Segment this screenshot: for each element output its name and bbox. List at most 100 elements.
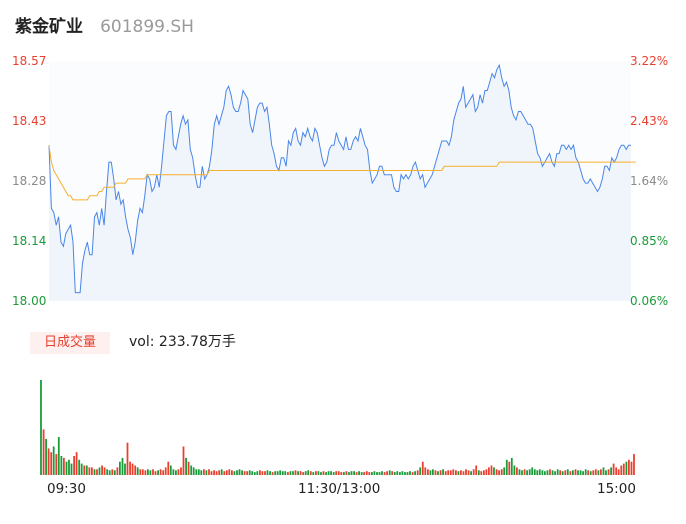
- volume-bar: [147, 469, 149, 475]
- volume-bar: [365, 471, 368, 475]
- volume-bar: [589, 471, 592, 475]
- volume-bar: [113, 470, 116, 476]
- volume-bar: [538, 469, 541, 475]
- volume-bar: [124, 463, 126, 475]
- volume-bar: [98, 467, 101, 475]
- volume-bar: [582, 471, 584, 475]
- volume-bar: [495, 469, 498, 475]
- volume-bar: [287, 472, 289, 475]
- volume-bar: [620, 465, 623, 475]
- volume-bar: [213, 470, 215, 476]
- volume-bar: [63, 457, 65, 475]
- volume-bar: [91, 467, 93, 475]
- volume-bar: [264, 471, 266, 475]
- volume-bar: [68, 459, 70, 475]
- volume-bar: [315, 471, 317, 475]
- volume-bar: [101, 465, 103, 475]
- volume-bar: [472, 469, 475, 475]
- volume-bar: [508, 461, 511, 475]
- volume-bar: [139, 469, 142, 475]
- volume-bar: [108, 470, 111, 476]
- volume-badge: 日成交量: [30, 332, 110, 354]
- volume-bar: [256, 471, 259, 475]
- volume-bar: [617, 469, 620, 475]
- volume-bar: [40, 380, 42, 475]
- volume-bar: [251, 471, 254, 475]
- volume-bar: [460, 470, 462, 476]
- volume-bar: [528, 469, 531, 475]
- volume-bar: [541, 470, 544, 476]
- volume-bar: [340, 472, 343, 475]
- volume-bar: [442, 469, 444, 475]
- volume-bar: [164, 467, 167, 475]
- volume-bar: [96, 469, 98, 475]
- volume-bar: [42, 429, 45, 475]
- y-left-tick-3: 18.14: [12, 234, 47, 248]
- y-right-tick-2: 1.64%: [630, 174, 669, 188]
- volume-bar: [523, 469, 526, 475]
- volume-bar: [462, 471, 465, 475]
- volume-bar: [312, 472, 315, 475]
- volume-bar: [60, 456, 63, 475]
- volume-bar: [404, 472, 406, 475]
- volume-bar: [200, 470, 203, 476]
- volume-bar: [177, 469, 180, 475]
- volume-bar: [45, 438, 47, 475]
- volume-bar: [432, 469, 434, 475]
- volume-bar: [248, 470, 251, 476]
- volume-bar: [111, 469, 114, 475]
- volume-bar: [238, 469, 241, 475]
- volume-bar: [210, 471, 213, 475]
- volume-bar: [587, 470, 590, 476]
- volume-bar: [208, 469, 210, 475]
- y-right-tick-3: 0.85%: [630, 234, 669, 248]
- volume-bar: [600, 469, 602, 475]
- volume-bar: [493, 467, 495, 475]
- volume-bar: [322, 471, 325, 475]
- volume-bar: [271, 472, 274, 475]
- price-area: [49, 65, 631, 301]
- volume-bar: [554, 471, 556, 475]
- volume-bar: [396, 471, 399, 475]
- volume-bar: [162, 470, 165, 476]
- volume-bar: [358, 471, 360, 475]
- volume-bar: [421, 461, 424, 475]
- volume-bar: [233, 471, 236, 475]
- price-line: [48, 63, 631, 294]
- x-tick-close: 15:00: [597, 481, 636, 497]
- volume-bar: [337, 471, 340, 475]
- volume-bar: [307, 470, 310, 476]
- volume-bar: [505, 459, 508, 475]
- volume-bar: [500, 469, 503, 475]
- stock-code: 601899.SH: [100, 17, 194, 37]
- volume-bar: [521, 470, 523, 476]
- volume-bar: [261, 471, 264, 475]
- volume-bar: [241, 470, 243, 476]
- volume-bar: [348, 472, 350, 475]
- volume-bar: [220, 469, 223, 475]
- volume-bar: [488, 467, 490, 475]
- volume-bar: [175, 470, 177, 476]
- volume-bar: [533, 469, 536, 475]
- volume-bar: [399, 472, 401, 475]
- volume-bar: [223, 471, 226, 475]
- volume-bar: [386, 471, 388, 475]
- volume-bar: [371, 472, 373, 475]
- volume-bar: [195, 469, 198, 475]
- volume-bar: [225, 470, 228, 476]
- volume-bar: [149, 470, 152, 476]
- volume-bar: [80, 463, 83, 475]
- volume-bar: [190, 465, 193, 475]
- volume-bar: [65, 461, 68, 475]
- volume-bar: [320, 472, 322, 475]
- volume-bar: [584, 469, 587, 475]
- volume-bar: [93, 469, 96, 475]
- volume-bar: [205, 470, 208, 476]
- volume-bar: [457, 471, 460, 475]
- volume-bar: [332, 472, 335, 475]
- volume-bar: [455, 470, 457, 476]
- volume-bar: [419, 467, 422, 475]
- volume-bar: [83, 465, 86, 475]
- volume-bar: [628, 459, 630, 475]
